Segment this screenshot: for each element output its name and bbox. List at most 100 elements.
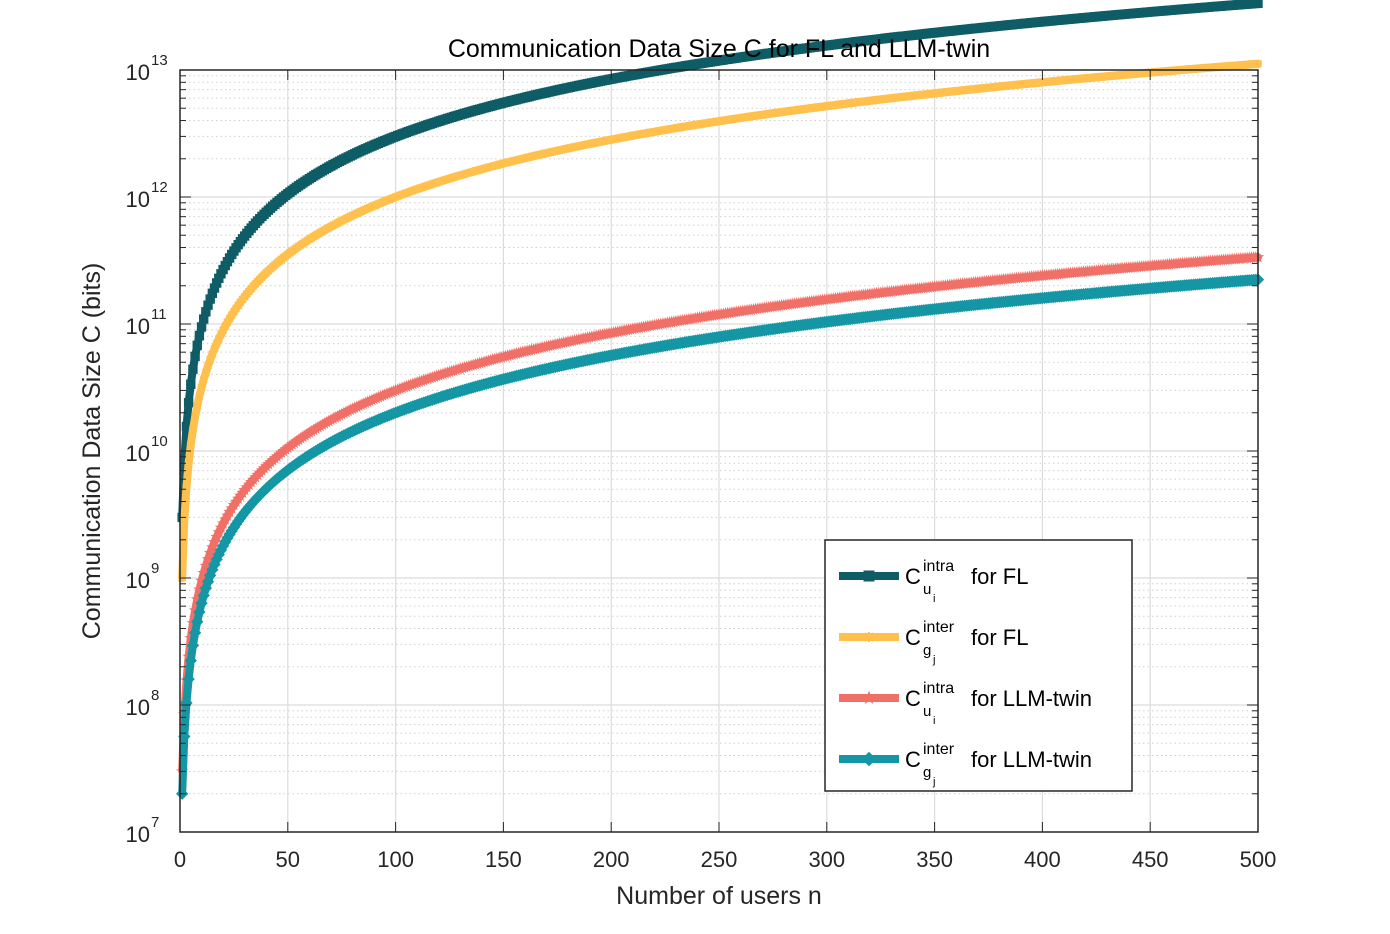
data-point (192, 340, 202, 351)
data-point (1253, 59, 1263, 69)
y-tick-label: 10 9 (126, 560, 160, 593)
data-point (186, 440, 195, 450)
y-tick-label: 10 13 (126, 52, 168, 85)
series-group (178, 59, 1263, 583)
y-axis-label: Communication Data Size C (bits) (78, 263, 106, 640)
data-point (197, 566, 210, 579)
legend-sub-subscript: j (932, 654, 935, 666)
data-point (183, 398, 194, 408)
x-tick-label: 50 (276, 847, 300, 872)
legend-superscript: inter (923, 619, 955, 636)
x-tick-label: 300 (808, 847, 845, 872)
y-tick-label-base: 10 (126, 187, 150, 212)
y-tick-label-exponent: 13 (151, 52, 168, 69)
data-point (196, 322, 207, 332)
data-point (188, 364, 198, 374)
legend-label: for LLM-twin (971, 686, 1092, 711)
y-tick-label-base: 10 (126, 822, 150, 847)
legend-label: for LLM-twin (971, 747, 1092, 772)
data-point (201, 368, 210, 377)
data-point (182, 672, 195, 686)
legend-swatch-marker (861, 751, 877, 767)
x-axis-label: Number of users n (616, 882, 822, 910)
x-tick-label: 250 (701, 847, 738, 872)
data-point (186, 379, 196, 389)
legend-box (824, 539, 1133, 792)
y-tick-label-base: 10 (126, 695, 150, 720)
series-group (175, 250, 1265, 777)
legend-subscript: g (923, 642, 931, 659)
legend-swatch-marker (861, 690, 877, 705)
legend-sub-subscript: i (933, 593, 935, 605)
y-tick-label: 10 7 (126, 814, 160, 847)
data-point (197, 383, 206, 392)
data-point (199, 582, 213, 595)
y-tick-label-exponent: 7 (151, 814, 159, 831)
legend-superscript: inter (923, 741, 955, 758)
y-tick-label: 10 12 (126, 179, 168, 212)
data-point (195, 597, 208, 610)
series-group (175, 273, 1265, 800)
x-tick-label: 450 (1132, 847, 1169, 872)
data-point (195, 392, 204, 401)
data-point (190, 351, 200, 362)
legend-superscript: intra (923, 680, 954, 697)
x-tick-label: 150 (485, 847, 522, 872)
data-point (191, 615, 204, 628)
legend-superscript: intra (923, 558, 954, 575)
data-point (180, 696, 193, 710)
series-group (177, 0, 1263, 523)
y-tick-label-exponent: 9 (151, 560, 159, 577)
data-point (201, 552, 215, 565)
data-point (184, 654, 197, 667)
y-tick-label-exponent: 8 (151, 687, 159, 704)
data-point (1253, 0, 1263, 8)
data-point (184, 459, 193, 468)
data-point (188, 425, 198, 434)
y-tick-label: 10 11 (126, 306, 167, 339)
axis-ticks (179, 69, 1259, 833)
legend-sub-subscript: j (932, 776, 935, 788)
x-tick-label: 350 (916, 847, 953, 872)
legend-symbol: C (905, 747, 921, 772)
legend-symbol: C (905, 564, 921, 589)
y-tick-label: 10 8 (126, 687, 160, 720)
legend-swatch-marker (864, 632, 874, 642)
data-point (193, 401, 202, 411)
x-tick-label: 400 (1024, 847, 1061, 872)
chart-title: Communication Data Size C for FL and LLM… (448, 35, 990, 63)
series-layer (175, 0, 1265, 800)
y-tick-label-base: 10 (126, 568, 150, 593)
data-point (186, 639, 200, 652)
y-tick-label-exponent: 10 (151, 433, 168, 450)
y-tick-label-base: 10 (126, 60, 150, 85)
legend-subscript: g (923, 764, 931, 781)
legend-subscript: u (923, 581, 931, 598)
y-tick-label-base: 10 (126, 441, 150, 466)
x-tick-label: 500 (1240, 847, 1277, 872)
data-point (188, 626, 202, 639)
legend-sub-subscript: i (933, 715, 935, 727)
data-point (206, 540, 219, 553)
x-tick-label: 100 (377, 847, 414, 872)
data-point (199, 375, 208, 384)
legend-subscript: u (923, 703, 931, 720)
y-tick-label-exponent: 11 (151, 306, 167, 323)
x-tick-label: 200 (593, 847, 630, 872)
y-tick-label-base: 10 (126, 314, 150, 339)
y-tick-label-exponent: 12 (151, 179, 168, 196)
y-tick-label: 10 10 (126, 433, 168, 466)
legend-swatch-marker (863, 570, 875, 582)
legend-label: for FL (971, 564, 1028, 589)
data-point (193, 605, 206, 619)
legend-label: for FL (971, 625, 1028, 650)
x-tick-labels: 0 50 100 150 200 250 300 350 400 450 500 (174, 847, 1276, 872)
legend-symbol: C (905, 686, 921, 711)
data-point (204, 546, 217, 559)
